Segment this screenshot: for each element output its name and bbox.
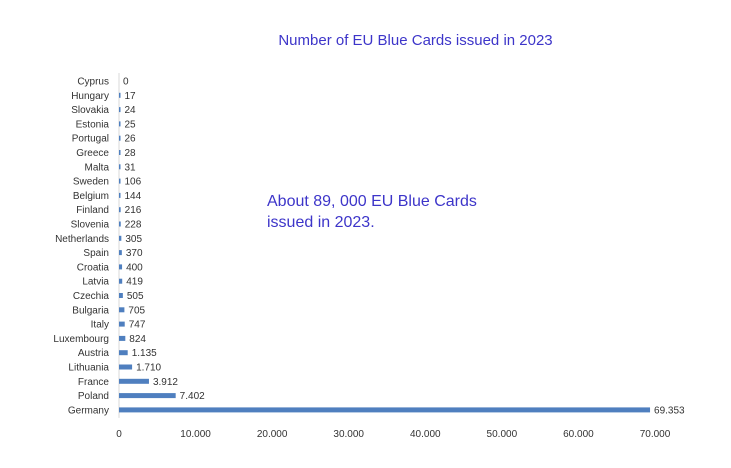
bar [119,307,125,313]
bar [119,321,125,327]
data-label: 305 [125,234,142,245]
category-label: Portugal [72,134,109,145]
category-label: Sweden [73,177,109,188]
bar [119,135,121,141]
category-label: Austria [78,348,110,359]
bar [119,264,123,270]
x-tick-label: 20.000 [257,429,288,440]
data-label: 144 [125,191,142,202]
data-label: 69.353 [654,405,685,416]
category-label: Netherlands [55,234,109,245]
bar [119,378,149,384]
bar [119,107,121,113]
category-label: Czechia [73,291,110,302]
data-label: 747 [129,320,146,331]
bar [119,364,133,370]
bar [119,335,126,341]
bar [119,393,176,399]
category-label: Spain [83,248,109,259]
data-label: 3.912 [153,377,178,388]
data-label: 505 [127,291,144,302]
category-label: Bulgaria [72,305,109,316]
bar [119,235,122,241]
bar [119,250,122,256]
category-label: Croatia [77,262,110,273]
category-label: Finland [76,205,109,216]
data-label: 824 [129,334,146,345]
x-tick-label: 60.000 [563,429,594,440]
x-tick-label: 30.000 [333,429,364,440]
bar [119,350,128,356]
category-label: Poland [78,391,109,402]
data-label: 106 [125,177,142,188]
category-label: Slovakia [71,105,109,116]
bar [119,207,121,213]
chart-title: Number of EU Blue Cards issued in 2023 [278,32,553,49]
category-label: Germany [68,405,109,416]
bar [119,192,121,198]
data-label: 1.135 [132,348,157,359]
data-label: 705 [128,305,145,316]
x-tick-label: 50.000 [487,429,518,440]
data-label: 370 [126,248,143,259]
category-label: Luxembourg [53,334,109,345]
bar [119,121,121,127]
category-label: Cyprus [77,77,109,88]
category-label: Latvia [82,277,109,288]
bar [119,278,123,284]
category-label: France [78,377,110,388]
data-label: 419 [126,277,143,288]
data-label: 400 [126,262,143,273]
category-label: Lithuania [68,363,109,374]
category-label: Italy [91,320,109,331]
x-tick-label: 0 [116,429,122,440]
x-tick-label: 10.000 [180,429,211,440]
data-label: 25 [125,119,137,130]
bar [119,221,121,227]
data-label: 1.710 [136,363,161,374]
data-label: 0 [123,77,129,88]
bar [119,164,121,170]
category-label: Greece [76,148,109,159]
data-label: 31 [125,162,137,173]
x-tick-label: 40.000 [410,429,441,440]
category-label: Estonia [76,119,110,130]
bar [119,407,651,413]
data-label: 228 [125,220,142,231]
data-label: 26 [125,134,137,145]
category-label: Slovenia [71,220,110,231]
data-label: 17 [125,91,137,102]
data-label: 7.402 [180,391,205,402]
category-label: Hungary [71,91,109,102]
data-label: 28 [125,148,137,159]
chart-annotation: About 89, 000 EU Blue Cards issued in 20… [267,193,477,231]
bar [119,92,121,98]
x-tick-label: 70.000 [640,429,671,440]
data-label: 216 [125,205,142,216]
bar [119,293,123,298]
category-label: Belgium [73,191,109,202]
category-label: Malta [85,162,110,173]
data-label: 24 [125,105,137,116]
bar [119,178,121,184]
bar [119,150,121,155]
